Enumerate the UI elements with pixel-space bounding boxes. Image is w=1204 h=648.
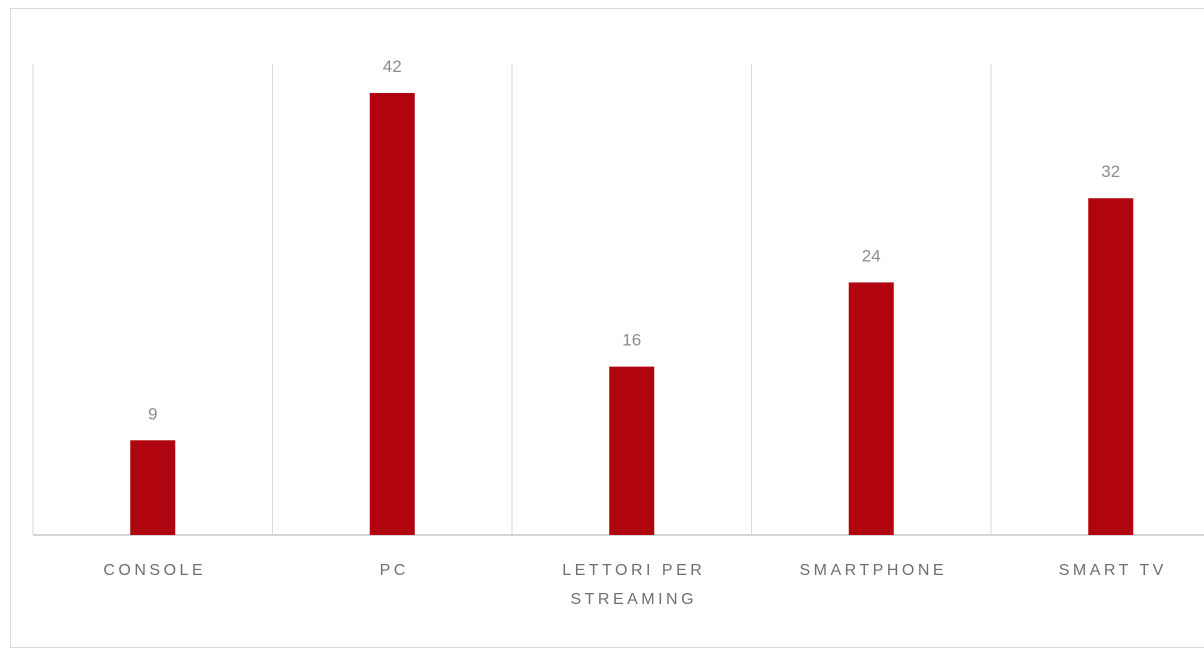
bar-pc: [369, 93, 415, 535]
bar-smartphone: [848, 282, 894, 535]
data-label: 9: [148, 404, 157, 423]
bar-lettori-per-streaming: [609, 366, 655, 535]
category-label: LETTORI PER STREAMING: [562, 562, 705, 608]
bar-console: [130, 440, 176, 535]
data-labels: 9 42 16 24 32: [148, 57, 1120, 423]
category-labels: CONSOLE PC LETTORI PER STREAMING SMARTPHONE S…: [103, 562, 1167, 608]
bars: [130, 93, 1134, 535]
category-label: SMARTPHONE: [799, 562, 947, 579]
data-label: 32: [1101, 162, 1120, 181]
chart-frame: [10, 8, 1204, 648]
bar-chart: 9 42 16 24 32 CONSOLE PC LETTORI PER STREAMING S…: [32, 57, 1204, 608]
category-label: PC: [380, 562, 409, 579]
category-label: SMART TV: [1059, 562, 1167, 579]
data-label: 42: [383, 57, 402, 76]
bar-smart-tv: [1088, 198, 1134, 535]
category-label: CONSOLE: [103, 562, 206, 579]
data-label: 16: [622, 331, 641, 350]
data-label: 24: [862, 246, 881, 265]
